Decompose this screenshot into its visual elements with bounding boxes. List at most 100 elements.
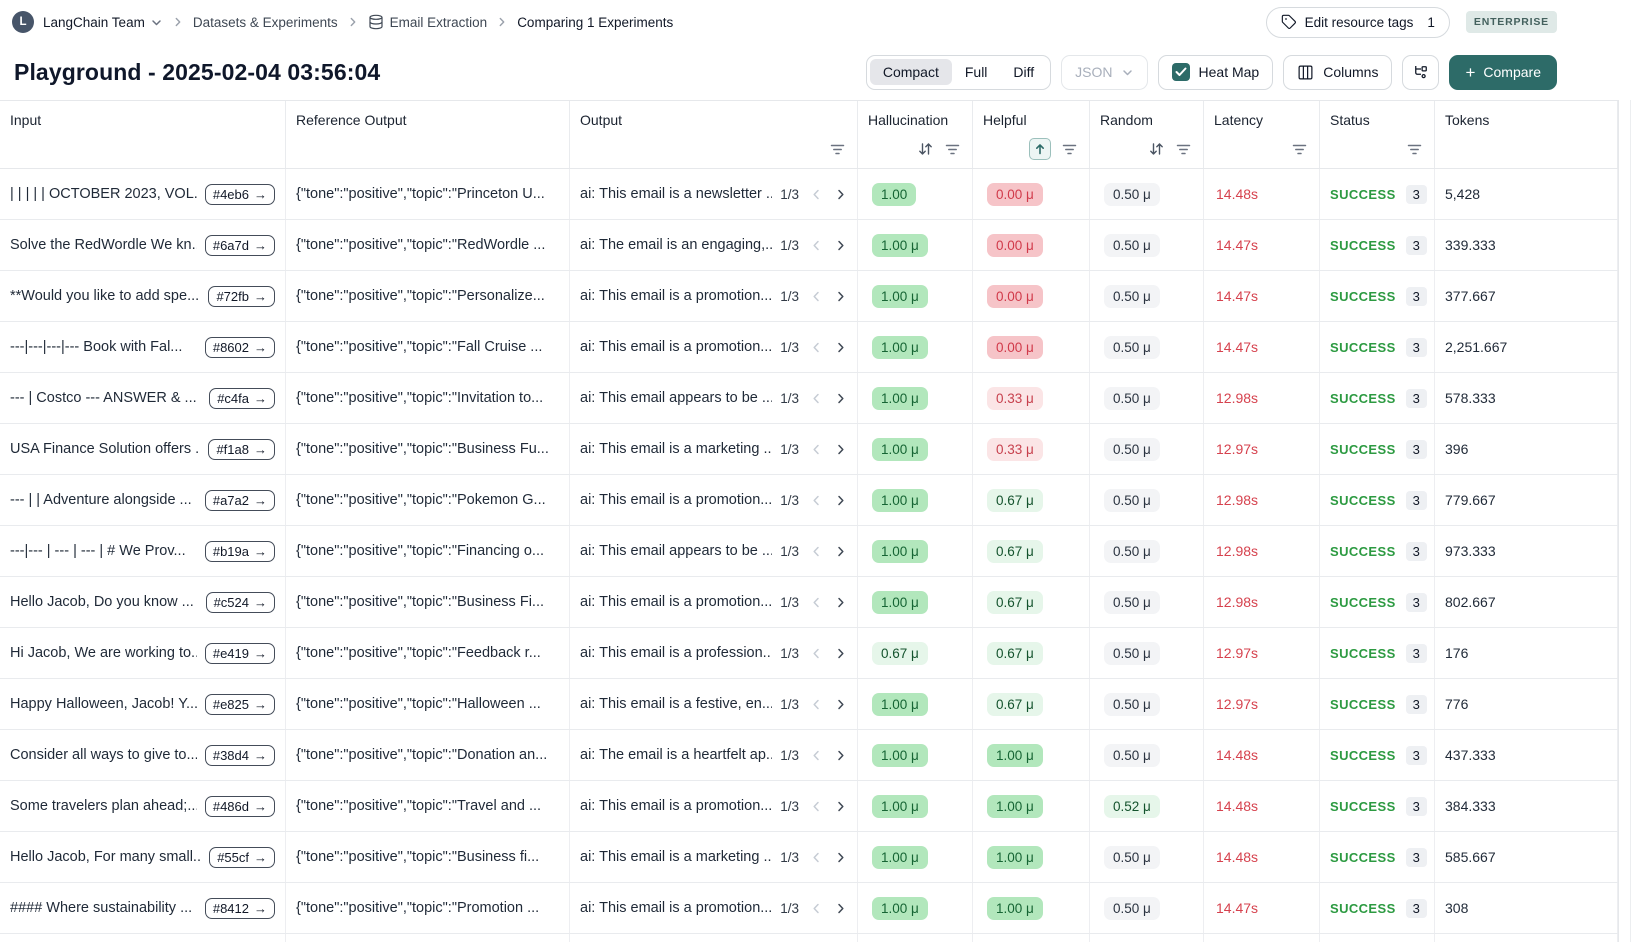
column-header-label[interactable]: Reference Output [296, 112, 407, 128]
table-row[interactable]: USA Finance Solution offers ... #f1a8 → … [0, 424, 1618, 475]
compare-button[interactable]: + Compare [1449, 54, 1557, 90]
arrow-right-icon: → [254, 186, 267, 202]
column-header-label[interactable]: Tokens [1445, 112, 1490, 128]
prev-repetition-icon[interactable] [810, 188, 823, 201]
hallucination-cell: 1.00 μ [858, 271, 973, 321]
output-text: ai: This email is a profession... [580, 645, 773, 661]
prev-repetition-icon[interactable] [810, 800, 823, 813]
table-row[interactable]: Hello Jacob, For many small... #55cf → {… [0, 832, 1618, 883]
table-row[interactable]: | | | | | OCTOBER 2023, VOL... #4eb6 → {… [0, 169, 1618, 220]
sort-icon[interactable] [917, 142, 934, 156]
next-repetition-icon[interactable] [834, 290, 847, 303]
table-row[interactable]: Consider all ways to give to... #38d4 → … [0, 730, 1618, 781]
next-repetition-icon[interactable] [834, 647, 847, 660]
format-select[interactable]: JSON [1061, 54, 1148, 90]
breadcrumb-datasets-link[interactable]: Datasets & Experiments [192, 14, 338, 30]
view-mode-diff[interactable]: Diff [1000, 59, 1047, 85]
next-repetition-icon[interactable] [834, 392, 847, 405]
table-row[interactable]: Solve the RedWordle We kn... #6a7d → {"t… [0, 220, 1618, 271]
prev-repetition-icon[interactable] [810, 545, 823, 558]
input-cell: ---|---|---|--- Book with Fal... #8602 → [0, 322, 286, 372]
example-link-badge[interactable]: #c4fa → [209, 387, 275, 409]
example-link-badge[interactable]: #55cf → [209, 846, 275, 868]
column-header-label[interactable]: Output [580, 112, 623, 128]
example-link-badge[interactable]: #486d → [204, 795, 275, 817]
status-label: SUCCESS [1330, 747, 1396, 763]
example-link-badge[interactable]: #72fb → [208, 285, 275, 307]
heat-map-toggle[interactable]: Heat Map [1157, 54, 1274, 90]
example-link-badge[interactable]: #f1a8 → [208, 438, 275, 460]
next-repetition-icon[interactable] [834, 545, 847, 558]
table-row[interactable]: Some travelers plan ahead;... #486d → {"… [0, 781, 1618, 832]
next-repetition-icon[interactable] [834, 239, 847, 252]
filter-icon[interactable] [1176, 143, 1191, 156]
random-score-badge: 0.50 μ [1104, 641, 1160, 665]
next-repetition-icon[interactable] [834, 188, 847, 201]
prev-repetition-icon[interactable] [810, 443, 823, 456]
prev-repetition-icon[interactable] [810, 749, 823, 762]
next-repetition-icon[interactable] [834, 596, 847, 609]
prev-repetition-icon[interactable] [810, 647, 823, 660]
scrollbar-gutter[interactable] [1618, 100, 1633, 942]
prev-repetition-icon[interactable] [810, 902, 823, 915]
table-row[interactable]: ---|---|---|--- Book with Fal... #8602 →… [0, 322, 1618, 373]
filter-icon[interactable] [830, 143, 845, 156]
example-link-badge[interactable]: #c524 → [205, 591, 275, 613]
prev-repetition-icon[interactable] [810, 494, 823, 507]
table-row[interactable]: #### Where sustainability ... #8412 → {"… [0, 883, 1618, 934]
next-repetition-icon[interactable] [834, 443, 847, 456]
columns-button[interactable]: Columns [1283, 54, 1393, 90]
next-repetition-icon[interactable] [834, 851, 847, 864]
table-row[interactable]: **Would you like to add spe... #72fb → {… [0, 271, 1618, 322]
sort-icon[interactable] [1148, 142, 1165, 156]
table-row[interactable]: --- | | Adventure alongside ... #a7a2 → … [0, 475, 1618, 526]
tree-view-button[interactable] [1402, 54, 1440, 90]
column-header-label[interactable]: Helpful [983, 112, 1027, 128]
breadcrumb-bar: L LangChain Team Datasets & Experiments … [0, 0, 1633, 44]
column-header-label[interactable]: Input [10, 112, 42, 128]
column-header-label[interactable]: Random [1100, 112, 1153, 128]
next-repetition-icon[interactable] [834, 341, 847, 354]
column-header-label[interactable]: Hallucination [868, 112, 949, 128]
example-link-badge[interactable]: #8602 → [204, 336, 275, 358]
breadcrumb-dataset-link[interactable]: Email Extraction [389, 14, 488, 30]
example-id: #6a7d [212, 237, 249, 253]
prev-repetition-icon[interactable] [810, 698, 823, 711]
example-link-badge[interactable]: #b19a → [204, 540, 275, 562]
filter-icon[interactable] [1407, 143, 1422, 156]
example-link-badge[interactable]: #e419 → [204, 642, 275, 664]
view-mode-full[interactable]: Full [952, 59, 1001, 85]
next-repetition-icon[interactable] [834, 698, 847, 711]
table-row[interactable]: Happy Halloween, Jacob! Y... #e825 → {"t… [0, 679, 1618, 730]
edit-resource-tags-button[interactable]: Edit resource tags 1 [1265, 6, 1450, 38]
table-row[interactable]: Hello Jacob, Do you know ... #c524 → {"t… [0, 577, 1618, 628]
next-repetition-icon[interactable] [834, 494, 847, 507]
team-selector[interactable]: LangChain Team [43, 15, 163, 30]
table-row[interactable]: ---|--- | --- | --- | # We Prov... #b19a… [0, 526, 1618, 577]
example-link-badge[interactable]: #4eb6 → [204, 183, 275, 205]
view-mode-compact[interactable]: Compact [869, 59, 952, 85]
filter-icon[interactable] [1062, 143, 1077, 156]
prev-repetition-icon[interactable] [810, 851, 823, 864]
table-row[interactable]: Hi Jacob, We are working to... #e419 → {… [0, 628, 1618, 679]
prev-repetition-icon[interactable] [810, 341, 823, 354]
sort-ascending-active-icon[interactable] [1029, 138, 1051, 160]
example-link-badge[interactable]: #a7a2 → [204, 489, 275, 511]
example-link-badge[interactable]: #e825 → [204, 693, 275, 715]
table-row[interactable]: --- | Costco --- ANSWER & ... #c4fa → {"… [0, 373, 1618, 424]
example-link-badge[interactable]: #8412 → [204, 897, 275, 919]
filter-icon[interactable] [945, 143, 960, 156]
example-link-badge[interactable]: #6a7d → [204, 234, 275, 256]
next-repetition-icon[interactable] [834, 902, 847, 915]
prev-repetition-icon[interactable] [810, 290, 823, 303]
column-header-label[interactable]: Status [1330, 112, 1370, 128]
prev-repetition-icon[interactable] [810, 596, 823, 609]
next-repetition-icon[interactable] [834, 800, 847, 813]
prev-repetition-icon[interactable] [810, 239, 823, 252]
column-header-label[interactable]: Latency [1214, 112, 1264, 128]
example-link-badge[interactable]: #38d4 → [204, 744, 275, 766]
output-text: ai: This email is a promotion... [580, 900, 773, 916]
next-repetition-icon[interactable] [834, 749, 847, 762]
prev-repetition-icon[interactable] [810, 392, 823, 405]
filter-icon[interactable] [1292, 143, 1307, 156]
